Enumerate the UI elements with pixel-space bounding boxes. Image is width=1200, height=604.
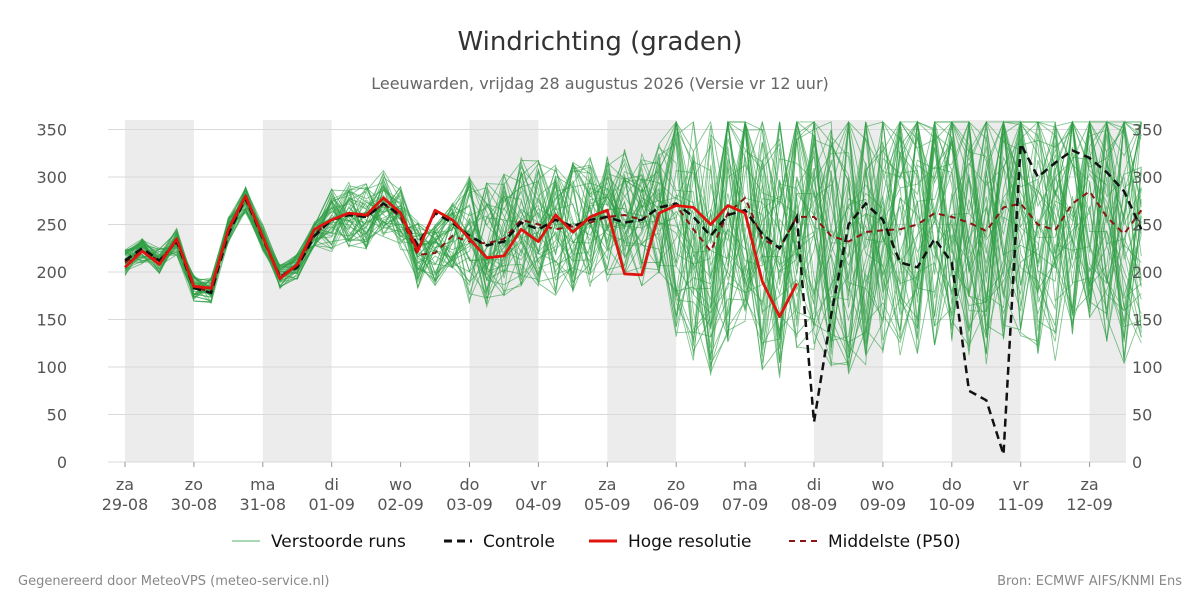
x-tick-day: za [116,475,134,494]
x-tick-day: ma [250,475,275,494]
x-tick-day: do [942,475,962,494]
y-tick-label-right: 350 [1132,121,1163,140]
legend-control-label: Controle [483,532,555,552]
y-tick-label-left: 150 [36,311,67,330]
x-tick-date: 06-09 [653,495,700,514]
y-axis-right: 0 50 100 150 200 250 300 350 [1132,121,1163,473]
legend-high-res-label: Hoge resolutie [628,532,752,552]
x-tick-day: do [460,475,480,494]
x-tick-day: wo [389,475,412,494]
x-tick-date: 04-09 [515,495,562,514]
x-tick-date: 10-09 [929,495,976,514]
ensemble-member-line [124,120,1142,360]
footer-generated-by: Gegenereerd door MeteoVPS (meteo-service… [18,574,329,589]
x-tick-day: di [807,475,822,494]
y-tick-label-left: 50 [47,406,67,425]
legend-median-label: Middelste (P50) [828,532,961,552]
chart-subtitle: Leeuwarden, vrijdag 28 augustus 2026 (Ve… [371,74,829,93]
legend-ensemble-label: Verstoorde runs [271,532,406,552]
ensemble-member-line [124,121,1142,349]
y-tick-label-right: 300 [1132,168,1163,187]
y-tick-label-left: 250 [36,216,67,235]
x-tick-day: di [324,475,339,494]
y-tick-label-right: 50 [1132,406,1152,425]
y-tick-label-left: 100 [36,358,67,377]
x-tick-day: wo [871,475,894,494]
y-tick-label-left: 200 [36,263,67,282]
x-tick-date: 11-09 [997,495,1044,514]
x-tick-day: zo [185,475,203,494]
x-tick-day: vr [530,475,546,494]
x-tick-date: 30-08 [171,495,218,514]
main-lines [124,139,1143,455]
x-tick-date: 08-09 [791,495,838,514]
ensemble-lines [124,120,1142,379]
x-tick-date: 09-09 [860,495,907,514]
x-tick-date: 29-08 [102,495,149,514]
x-tick-date: 12-09 [1066,495,1113,514]
ensemble-member-line [124,120,1142,354]
x-tick-day: za [598,475,616,494]
high-res-line [124,194,799,318]
y-tick-label-right: 100 [1132,358,1163,377]
x-tick-day: zo [667,475,685,494]
chart-title: Windrichting (graden) [457,27,742,57]
y-tick-label-right: 0 [1132,453,1142,472]
x-tick-date: 01-09 [308,495,355,514]
legend: Verstoorde runs Controle Hoge resolutie … [232,532,961,552]
x-tick-date: 05-09 [584,495,631,514]
y-tick-label-right: 150 [1132,311,1163,330]
y-tick-label-right: 250 [1132,216,1163,235]
x-axis: za29-08zo30-08ma31-08di01-09wo02-09do03-… [102,462,1113,514]
y-tick-label-left: 0 [57,453,67,472]
weekend-band [125,120,194,462]
ensemble-member-line [124,121,1142,358]
x-tick-date: 02-09 [377,495,424,514]
y-tick-label-left: 350 [36,121,67,140]
x-tick-day: za [1080,475,1098,494]
footer-source: Bron: ECMWF AIFS/KNMI Ens [997,574,1182,589]
x-tick-day: vr [1013,475,1029,494]
ensemble-member-line [124,121,1142,339]
control-line [124,139,1143,455]
x-tick-date: 03-09 [446,495,493,514]
y-tick-label-left: 300 [36,168,67,187]
y-axis-left: 0 50 100 150 200 250 300 350 [36,121,67,473]
weekend-band [262,120,332,462]
x-tick-date: 07-09 [722,495,769,514]
x-tick-date: 31-08 [240,495,287,514]
ensemble-member-line [124,120,1142,342]
x-tick-day: ma [732,475,757,494]
y-tick-label-right: 200 [1132,263,1163,282]
